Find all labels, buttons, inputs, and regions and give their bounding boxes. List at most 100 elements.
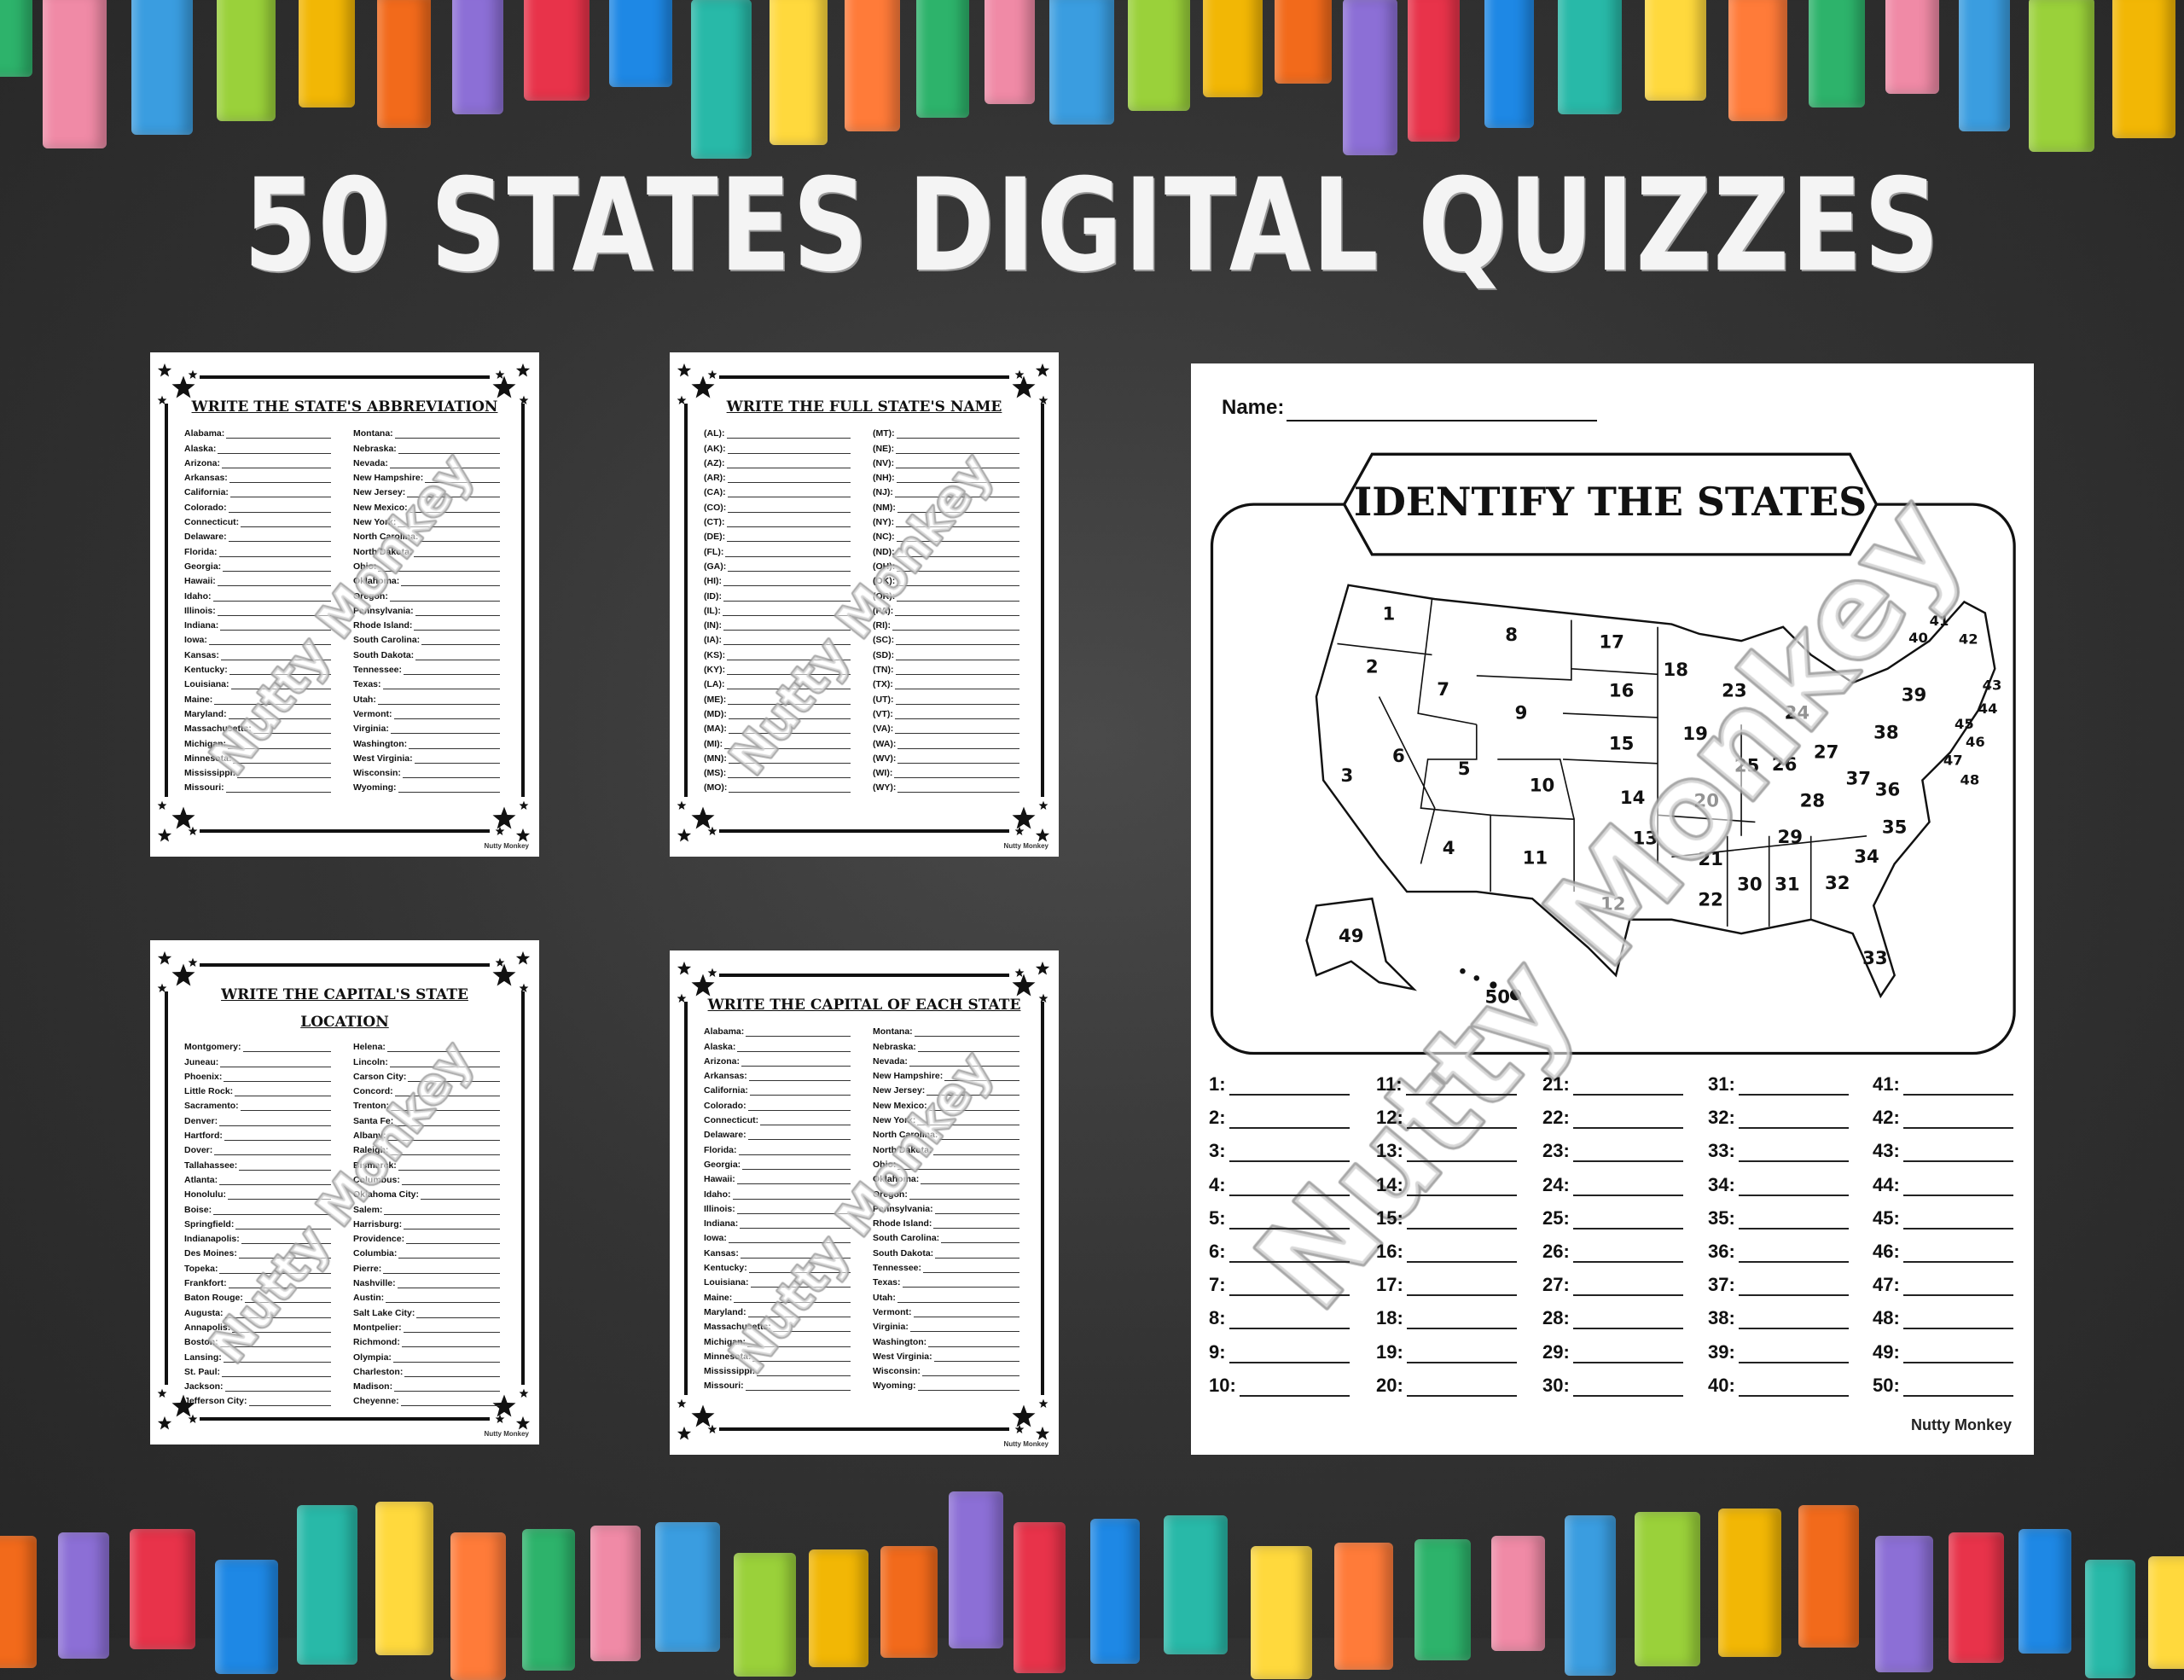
answer-line[interactable]: [1902, 1147, 2013, 1163]
answer-line[interactable]: [392, 1355, 500, 1363]
answer-line[interactable]: [745, 1383, 851, 1392]
answer-line[interactable]: [222, 1369, 331, 1377]
answer-line[interactable]: [235, 1089, 331, 1097]
answer-line[interactable]: [726, 431, 851, 439]
answer-line[interactable]: [933, 1221, 1019, 1229]
answer-line[interactable]: [727, 534, 851, 543]
answer-line[interactable]: [213, 1207, 331, 1215]
answer-line[interactable]: [729, 785, 851, 793]
answer-line[interactable]: [229, 475, 331, 484]
answer-line[interactable]: [393, 712, 500, 719]
answer-line[interactable]: [386, 1295, 500, 1304]
answer-line[interactable]: [1572, 1348, 1683, 1363]
answer-line[interactable]: [896, 534, 1019, 543]
answer-line[interactable]: [896, 653, 1019, 660]
answer-line[interactable]: [398, 1163, 500, 1171]
answer-line[interactable]: [404, 1222, 500, 1229]
answer-line[interactable]: [214, 1148, 331, 1156]
answer-line[interactable]: [1228, 1214, 1350, 1229]
answer-line[interactable]: [917, 1383, 1019, 1392]
answer-line[interactable]: [895, 667, 1019, 676]
answer-line[interactable]: [750, 1280, 851, 1288]
answer-line[interactable]: [1738, 1348, 1849, 1363]
answer-line[interactable]: [1738, 1181, 1849, 1196]
answer-line[interactable]: [386, 1044, 500, 1053]
answer-line[interactable]: [1228, 1314, 1350, 1330]
answer-line[interactable]: [223, 1355, 331, 1363]
answer-line[interactable]: [227, 1192, 331, 1200]
answer-line[interactable]: [1228, 1181, 1350, 1196]
answer-line[interactable]: [757, 1369, 851, 1377]
answer-line[interactable]: [242, 1044, 331, 1053]
answer-line[interactable]: [897, 785, 1019, 793]
answer-line[interactable]: [738, 1148, 851, 1155]
answer-line[interactable]: [1738, 1113, 1849, 1130]
answer-line[interactable]: [1228, 1113, 1350, 1130]
answer-line[interactable]: [377, 697, 500, 705]
answer-line[interactable]: [228, 741, 331, 749]
answer-line[interactable]: [400, 1398, 500, 1407]
answer-line[interactable]: [414, 623, 500, 631]
answer-line[interactable]: [409, 505, 500, 513]
answer-line[interactable]: [1239, 1381, 1350, 1397]
answer-line[interactable]: [747, 1132, 851, 1141]
answer-line[interactable]: [220, 653, 331, 660]
answer-line[interactable]: [219, 1177, 331, 1185]
answer-line[interactable]: [723, 623, 851, 631]
answer-line[interactable]: [224, 1133, 331, 1142]
answer-line[interactable]: [760, 1118, 851, 1126]
answer-line[interactable]: [218, 549, 331, 557]
answer-line[interactable]: [896, 475, 1019, 484]
answer-line[interactable]: [725, 549, 851, 557]
answer-line[interactable]: [732, 1192, 851, 1200]
answer-line[interactable]: [723, 637, 851, 646]
answer-line[interactable]: [402, 770, 500, 779]
answer-line[interactable]: [409, 741, 500, 749]
answer-line[interactable]: [736, 1206, 851, 1214]
answer-line[interactable]: [397, 1281, 500, 1289]
answer-line[interactable]: [238, 1251, 331, 1259]
answer-line[interactable]: [1572, 1281, 1683, 1297]
answer-line[interactable]: [894, 682, 1019, 690]
answer-line[interactable]: [220, 1060, 331, 1067]
answer-line[interactable]: [239, 1163, 331, 1171]
answer-line[interactable]: [933, 1148, 1019, 1155]
answer-line[interactable]: [1572, 1147, 1683, 1163]
answer-line[interactable]: [1406, 1247, 1517, 1263]
answer-line[interactable]: [736, 1177, 851, 1185]
answer-line[interactable]: [378, 564, 500, 572]
answer-line[interactable]: [1406, 1381, 1517, 1397]
answer-line[interactable]: [896, 446, 1019, 454]
answer-line[interactable]: [217, 578, 331, 587]
answer-line[interactable]: [1902, 1247, 2013, 1263]
answer-line[interactable]: [401, 1177, 500, 1185]
answer-line[interactable]: [728, 756, 851, 764]
answer-line[interactable]: [897, 756, 1019, 764]
answer-line[interactable]: [1572, 1314, 1683, 1330]
answer-line[interactable]: [398, 520, 500, 528]
answer-line[interactable]: [944, 1073, 1019, 1082]
answer-line[interactable]: [1902, 1214, 2013, 1229]
answer-line[interactable]: [933, 1354, 1019, 1362]
answer-line[interactable]: [208, 637, 331, 646]
answer-line[interactable]: [909, 1192, 1019, 1200]
answer-line[interactable]: [421, 1192, 500, 1200]
answer-line[interactable]: [894, 712, 1019, 719]
answer-line[interactable]: [407, 490, 500, 498]
answer-line[interactable]: [727, 667, 851, 676]
answer-line[interactable]: [913, 1310, 1019, 1317]
answer-line[interactable]: [394, 431, 500, 439]
answer-line[interactable]: [390, 1148, 500, 1156]
answer-line[interactable]: [389, 461, 500, 468]
answer-line[interactable]: [224, 1384, 331, 1392]
answer-line[interactable]: [746, 1029, 851, 1038]
answer-line[interactable]: [895, 726, 1019, 735]
answer-line[interactable]: [244, 1295, 331, 1304]
answer-line[interactable]: [941, 1235, 1019, 1244]
answer-line[interactable]: [728, 770, 851, 779]
answer-line[interactable]: [1738, 1214, 1849, 1229]
answer-line[interactable]: [728, 726, 851, 735]
answer-line[interactable]: [896, 431, 1019, 439]
answer-line[interactable]: [229, 490, 331, 498]
answer-line[interactable]: [747, 1103, 851, 1111]
